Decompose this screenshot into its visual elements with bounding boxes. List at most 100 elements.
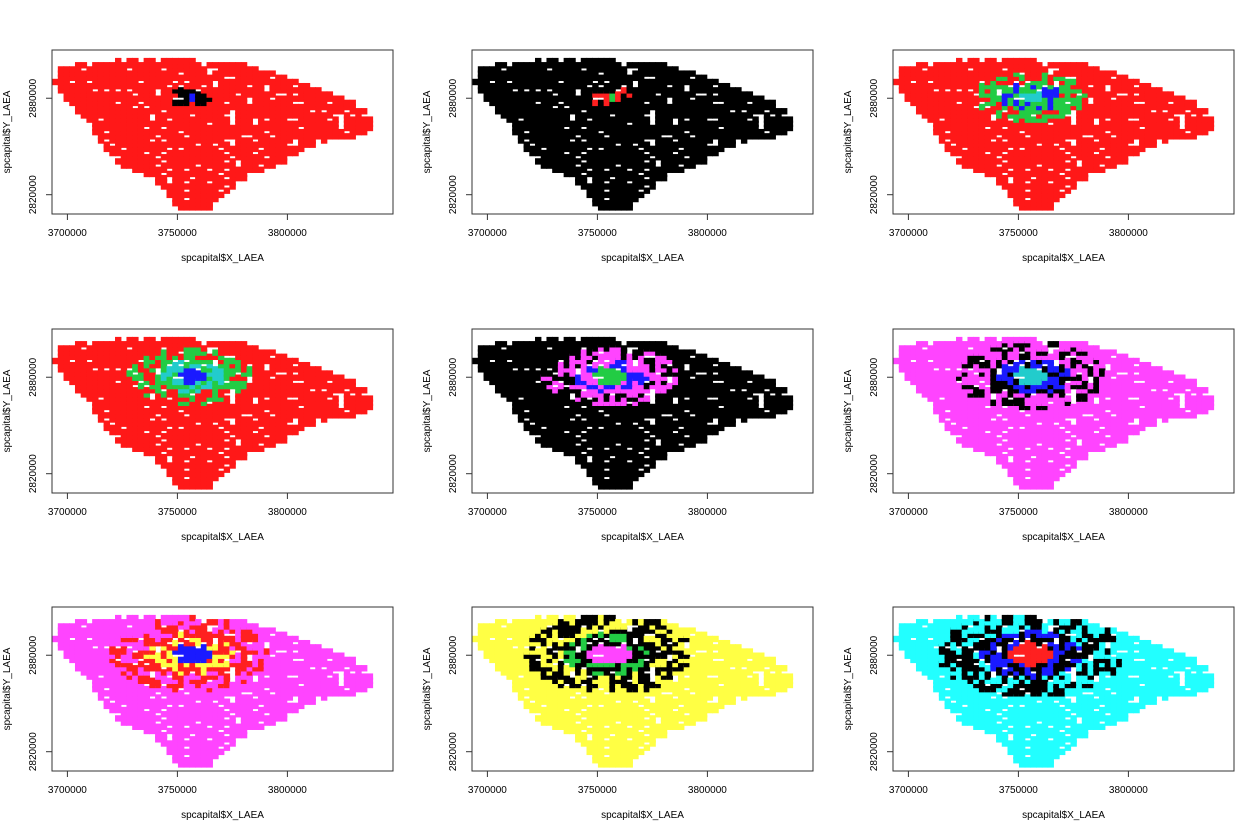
data-point xyxy=(580,78,588,86)
data-point xyxy=(1156,99,1163,107)
data-point xyxy=(609,166,616,173)
data-point xyxy=(529,133,536,140)
data-point xyxy=(695,99,702,107)
data-point xyxy=(1030,91,1037,98)
data-point xyxy=(1104,78,1112,86)
data-point xyxy=(938,82,946,90)
data-point xyxy=(569,162,576,169)
data-point xyxy=(149,345,156,352)
data-point xyxy=(286,424,294,432)
data-point xyxy=(143,387,151,394)
data-point xyxy=(575,120,582,127)
data-point xyxy=(517,407,525,415)
data-point xyxy=(523,95,530,102)
data-point xyxy=(177,395,185,402)
data-point xyxy=(149,403,156,411)
data-point xyxy=(1099,141,1106,148)
data-point xyxy=(506,382,513,390)
data-point xyxy=(655,133,662,140)
data-point xyxy=(1070,162,1077,169)
data-point xyxy=(200,103,208,111)
data-point xyxy=(74,95,82,102)
data-point xyxy=(292,428,299,436)
data-point xyxy=(258,349,265,356)
data-point xyxy=(217,141,225,148)
data-point xyxy=(217,154,225,161)
data-point xyxy=(915,82,923,90)
data-point xyxy=(246,437,253,444)
data-point xyxy=(132,445,139,452)
data-point xyxy=(217,108,225,115)
data-point xyxy=(320,103,328,111)
data-point xyxy=(97,78,105,86)
data-point xyxy=(1041,204,1049,211)
data-point xyxy=(655,120,662,127)
data-point xyxy=(1104,120,1112,127)
data-point xyxy=(86,349,93,356)
data-point xyxy=(132,391,139,398)
data-point xyxy=(586,191,593,199)
data-point xyxy=(235,353,242,361)
data-point xyxy=(1099,74,1106,82)
data-point xyxy=(246,420,253,427)
data-point xyxy=(240,137,248,144)
data-point xyxy=(166,399,173,406)
data-point xyxy=(973,66,980,73)
data-point xyxy=(103,420,110,427)
data-point xyxy=(655,357,662,365)
data-point xyxy=(240,70,248,77)
data-point xyxy=(223,395,231,402)
data-point xyxy=(320,412,328,419)
data-point xyxy=(609,395,616,402)
data-point xyxy=(195,382,202,390)
data-point xyxy=(263,149,271,157)
data-point xyxy=(1058,66,1066,73)
data-point xyxy=(910,66,917,73)
data-point xyxy=(552,428,559,436)
data-point xyxy=(580,154,588,161)
data-point xyxy=(200,108,208,115)
data-point xyxy=(695,82,702,90)
data-point xyxy=(655,382,662,390)
data-point xyxy=(655,416,662,423)
data-point xyxy=(240,66,248,73)
data-point xyxy=(183,374,191,381)
data-point xyxy=(206,428,213,436)
y-axis-label: spcapital$Y_LAEA xyxy=(422,90,433,173)
data-point xyxy=(189,74,196,82)
data-point xyxy=(500,370,508,377)
data-point xyxy=(177,195,185,203)
data-point xyxy=(723,87,731,94)
data-point xyxy=(529,391,536,398)
data-point xyxy=(529,120,536,127)
data-point xyxy=(189,116,196,123)
data-point xyxy=(729,103,736,111)
data-point xyxy=(1053,120,1060,127)
data-point xyxy=(315,91,322,98)
data-point xyxy=(269,108,276,115)
data-point xyxy=(177,78,185,86)
data-point xyxy=(529,345,536,352)
data-point xyxy=(166,154,173,161)
data-point xyxy=(109,407,116,415)
data-point xyxy=(69,74,76,82)
data-point xyxy=(132,395,139,402)
data-point xyxy=(973,124,980,132)
data-point xyxy=(212,166,219,173)
data-point xyxy=(978,74,986,82)
data-point xyxy=(984,141,992,148)
data-point xyxy=(109,370,116,377)
data-point xyxy=(535,416,542,423)
data-point xyxy=(166,66,173,73)
data-point xyxy=(489,95,496,102)
data-point xyxy=(660,357,668,365)
data-point xyxy=(103,124,110,132)
data-point xyxy=(223,441,231,448)
data-point xyxy=(1030,62,1037,69)
data-point xyxy=(80,353,88,361)
data-point xyxy=(1087,78,1094,86)
data-point xyxy=(126,336,133,344)
data-point xyxy=(609,99,616,107)
data-point xyxy=(309,395,316,402)
data-point xyxy=(223,91,231,98)
